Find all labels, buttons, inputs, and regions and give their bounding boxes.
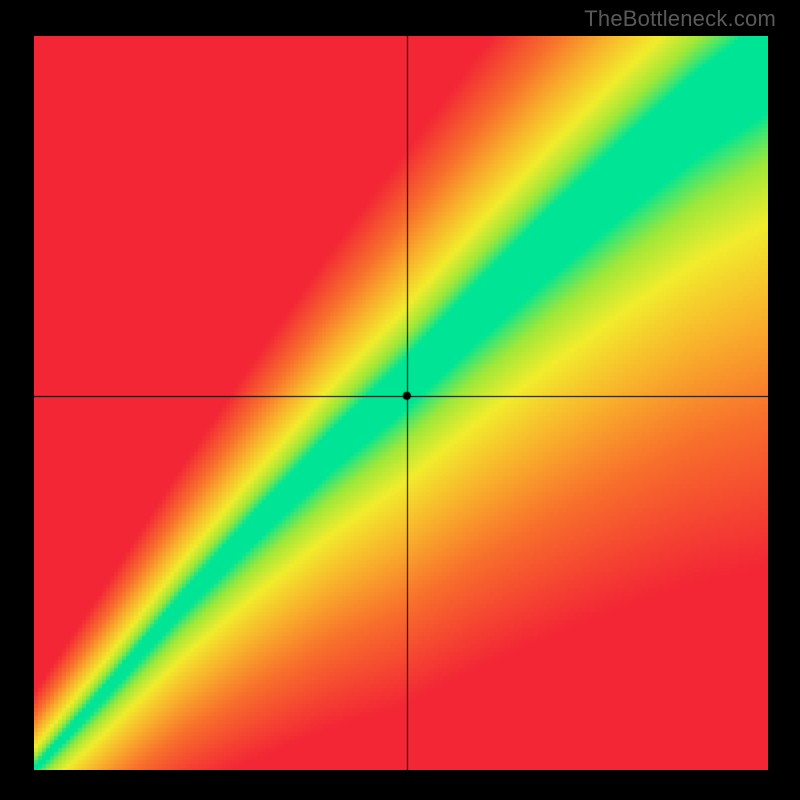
heatmap-canvas (34, 36, 768, 770)
heatmap-plot-area (34, 36, 768, 770)
watermark-text: TheBottleneck.com (584, 6, 776, 32)
chart-root: TheBottleneck.com (0, 0, 800, 800)
